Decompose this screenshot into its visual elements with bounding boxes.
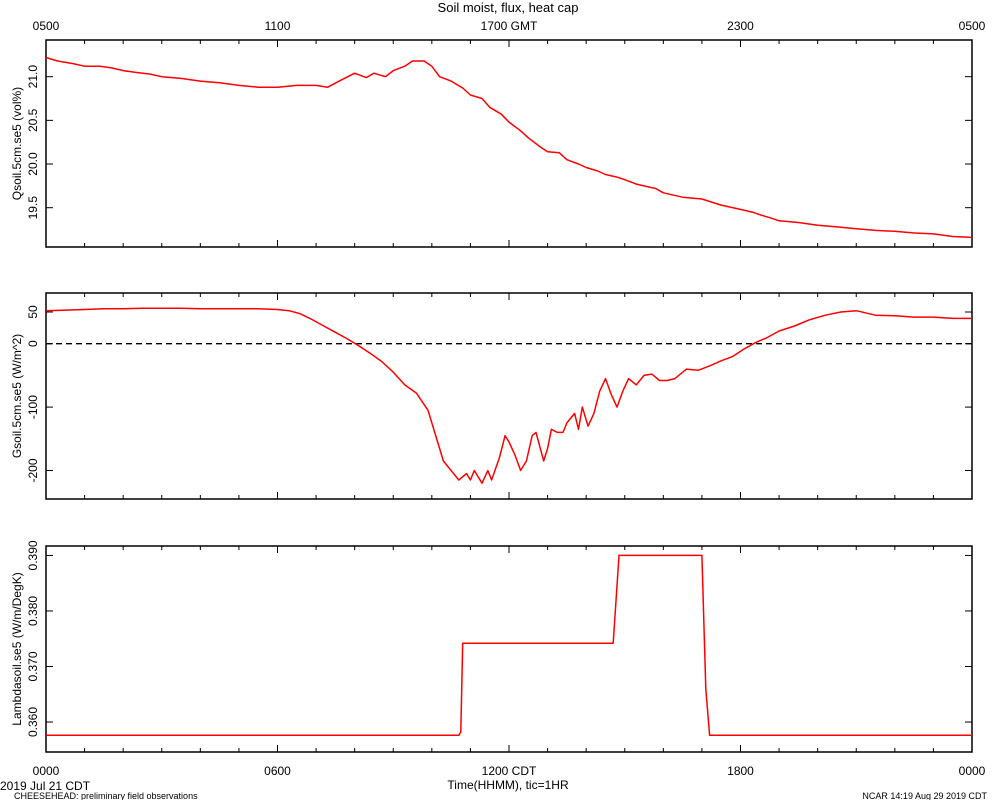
- y-axis-label: Gsoil.5cm.se5 (W/m^2): [10, 334, 24, 458]
- data-series-line: [45, 307, 972, 484]
- bottom-tick-label: 1800: [727, 764, 754, 778]
- plot-frame: [45, 292, 973, 500]
- y-tick-label: 0.360: [26, 707, 40, 737]
- y-tick-label: 0.370: [26, 651, 40, 681]
- top-axis-labels: 0500 1100 1700 GMT 2300 0500: [33, 19, 986, 33]
- y-tick-label: -200: [26, 458, 40, 482]
- data-series-line: [45, 56, 973, 239]
- footer-credit: NCAR 14:19 Aug 29 2019 CDT: [862, 791, 987, 800]
- plot-frame: [45, 39, 973, 248]
- y-tick-label: 0.390: [26, 540, 40, 570]
- top-tick-label: 1100: [265, 19, 291, 33]
- x-axis-label: Time(HHMM), tic=1HR: [447, 778, 569, 792]
- footer-date: 2019 Jul 21 CDT: [0, 779, 91, 793]
- top-tick-label: 0500: [959, 19, 986, 33]
- chart-title: Soil moist, flux, heat cap: [438, 0, 579, 15]
- bottom-tick-label: 1200 CDT: [482, 764, 537, 778]
- y-tick-label: 20.0: [26, 152, 40, 176]
- y-tick-label: 50: [26, 305, 40, 319]
- top-tick-label: 0500: [33, 19, 60, 33]
- y-tick-label: 19.5: [26, 196, 40, 220]
- top-tick-label: 1700 GMT: [481, 19, 538, 33]
- y-tick-label: 20.5: [26, 108, 40, 132]
- plot-frame: [45, 545, 973, 753]
- panel-2: -200 -100 0 50 Gsoil.5cm.se5 (W/m^2): [10, 292, 973, 500]
- footer-project: CHEESEHEAD: preliminary field observatio…: [14, 791, 198, 800]
- y-axis-label: Qsoil.5cm.se5 (vol%): [10, 87, 24, 200]
- y-tick-label: 0.380: [26, 596, 40, 626]
- bottom-tick-label: 0000: [33, 764, 60, 778]
- y-tick-label: 21.0: [26, 65, 40, 89]
- y-axis-label: Lambdasoil.se5 (W/m/DegK): [10, 572, 24, 725]
- bottom-axis-labels: 0000 0600 1200 CDT 1800 0000: [33, 764, 986, 778]
- data-series-line: [46, 554, 972, 737]
- y-tick-label: -100: [26, 395, 40, 419]
- bottom-tick-label: 0000: [959, 764, 986, 778]
- bottom-tick-label: 0600: [264, 764, 291, 778]
- top-tick-label: 2300: [727, 19, 754, 33]
- y-tick-label: 0: [26, 340, 40, 347]
